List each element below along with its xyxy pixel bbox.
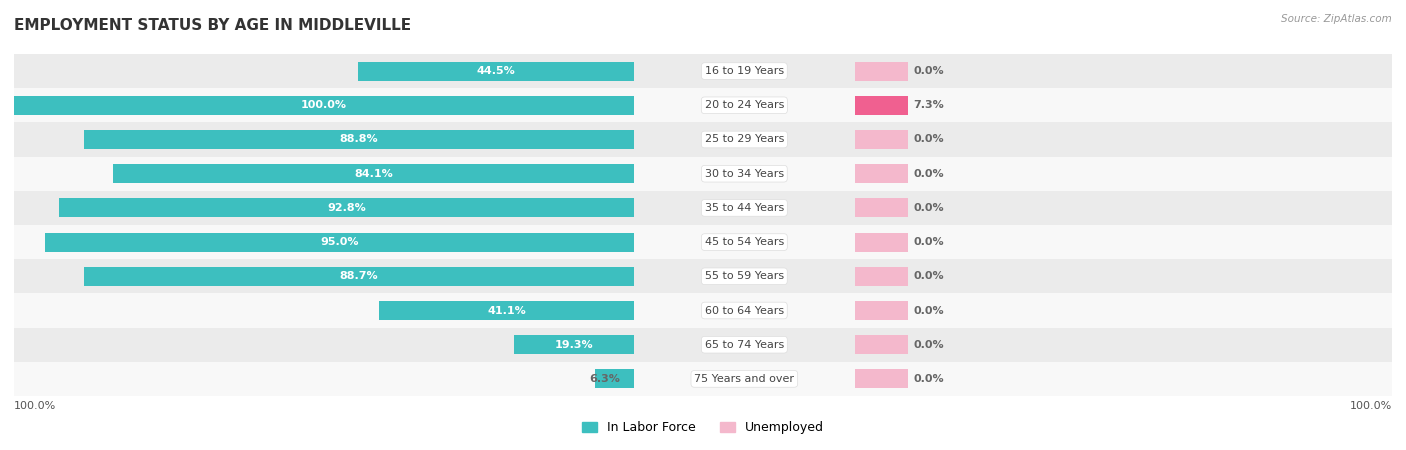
Text: 55 to 59 Years: 55 to 59 Years (704, 271, 785, 281)
Bar (855, 62, 908, 81)
Bar (634, 328, 855, 362)
Text: 75 Years and over: 75 Years and over (695, 374, 794, 384)
Text: 0.0%: 0.0% (914, 306, 945, 315)
Bar (855, 96, 908, 115)
Bar (855, 130, 908, 149)
Text: 65 to 74 Years: 65 to 74 Years (704, 340, 785, 350)
Text: 41.1%: 41.1% (488, 306, 526, 315)
Text: 92.8%: 92.8% (328, 203, 366, 213)
Bar (84, 267, 634, 286)
Bar (634, 54, 855, 88)
Text: 0.0%: 0.0% (914, 66, 945, 76)
Bar (380, 301, 634, 320)
Text: 60 to 64 Years: 60 to 64 Years (704, 306, 785, 315)
Bar (14, 122, 634, 157)
Bar (634, 157, 855, 191)
Bar (855, 293, 1392, 328)
Text: 44.5%: 44.5% (477, 66, 516, 76)
Bar (855, 225, 1392, 259)
Legend: In Labor Force, Unemployed: In Labor Force, Unemployed (576, 416, 830, 439)
Text: 100.0%: 100.0% (14, 401, 56, 411)
Text: 6.3%: 6.3% (589, 374, 620, 384)
Bar (14, 88, 634, 122)
Bar (855, 335, 908, 354)
Bar (83, 130, 634, 149)
Bar (855, 369, 908, 388)
Bar (634, 122, 855, 157)
Text: 0.0%: 0.0% (914, 203, 945, 213)
Bar (634, 191, 855, 225)
Bar (515, 335, 634, 354)
Bar (634, 88, 855, 122)
Bar (855, 122, 1392, 157)
Text: 20 to 24 Years: 20 to 24 Years (704, 100, 785, 110)
Bar (855, 301, 908, 320)
Text: 0.0%: 0.0% (914, 374, 945, 384)
Bar (634, 293, 855, 328)
Bar (359, 62, 634, 81)
Text: Source: ZipAtlas.com: Source: ZipAtlas.com (1281, 14, 1392, 23)
Text: 7.3%: 7.3% (914, 100, 945, 110)
Bar (855, 157, 1392, 191)
Text: 45 to 54 Years: 45 to 54 Years (704, 237, 785, 247)
Text: 35 to 44 Years: 35 to 44 Years (704, 203, 785, 213)
Text: 0.0%: 0.0% (914, 271, 945, 281)
Bar (855, 259, 1392, 293)
Bar (14, 362, 634, 396)
Text: 19.3%: 19.3% (555, 340, 593, 350)
Text: EMPLOYMENT STATUS BY AGE IN MIDDLEVILLE: EMPLOYMENT STATUS BY AGE IN MIDDLEVILLE (14, 18, 411, 33)
Bar (855, 88, 1392, 122)
Bar (14, 225, 634, 259)
Bar (855, 198, 908, 217)
Text: 100.0%: 100.0% (1350, 401, 1392, 411)
Bar (855, 164, 908, 183)
Bar (14, 293, 634, 328)
Text: 25 to 29 Years: 25 to 29 Years (704, 135, 785, 144)
Bar (14, 96, 634, 115)
Bar (855, 267, 908, 286)
Bar (855, 328, 1392, 362)
Text: 16 to 19 Years: 16 to 19 Years (704, 66, 785, 76)
Bar (855, 54, 1392, 88)
Bar (14, 191, 634, 225)
Bar (14, 157, 634, 191)
Bar (14, 328, 634, 362)
Text: 0.0%: 0.0% (914, 237, 945, 247)
Text: 95.0%: 95.0% (321, 237, 359, 247)
Bar (59, 198, 634, 217)
Bar (45, 233, 634, 252)
Bar (112, 164, 634, 183)
Bar (855, 362, 1392, 396)
Bar (595, 369, 634, 388)
Bar (634, 259, 855, 293)
Text: 0.0%: 0.0% (914, 169, 945, 179)
Text: 0.0%: 0.0% (914, 135, 945, 144)
Text: 100.0%: 100.0% (301, 100, 347, 110)
Bar (14, 259, 634, 293)
Bar (855, 191, 1392, 225)
Text: 88.8%: 88.8% (339, 135, 378, 144)
Bar (634, 362, 855, 396)
Bar (634, 225, 855, 259)
Text: 88.7%: 88.7% (340, 271, 378, 281)
Text: 84.1%: 84.1% (354, 169, 392, 179)
Text: 30 to 34 Years: 30 to 34 Years (704, 169, 785, 179)
Bar (855, 233, 908, 252)
Text: 0.0%: 0.0% (914, 340, 945, 350)
Bar (14, 54, 634, 88)
